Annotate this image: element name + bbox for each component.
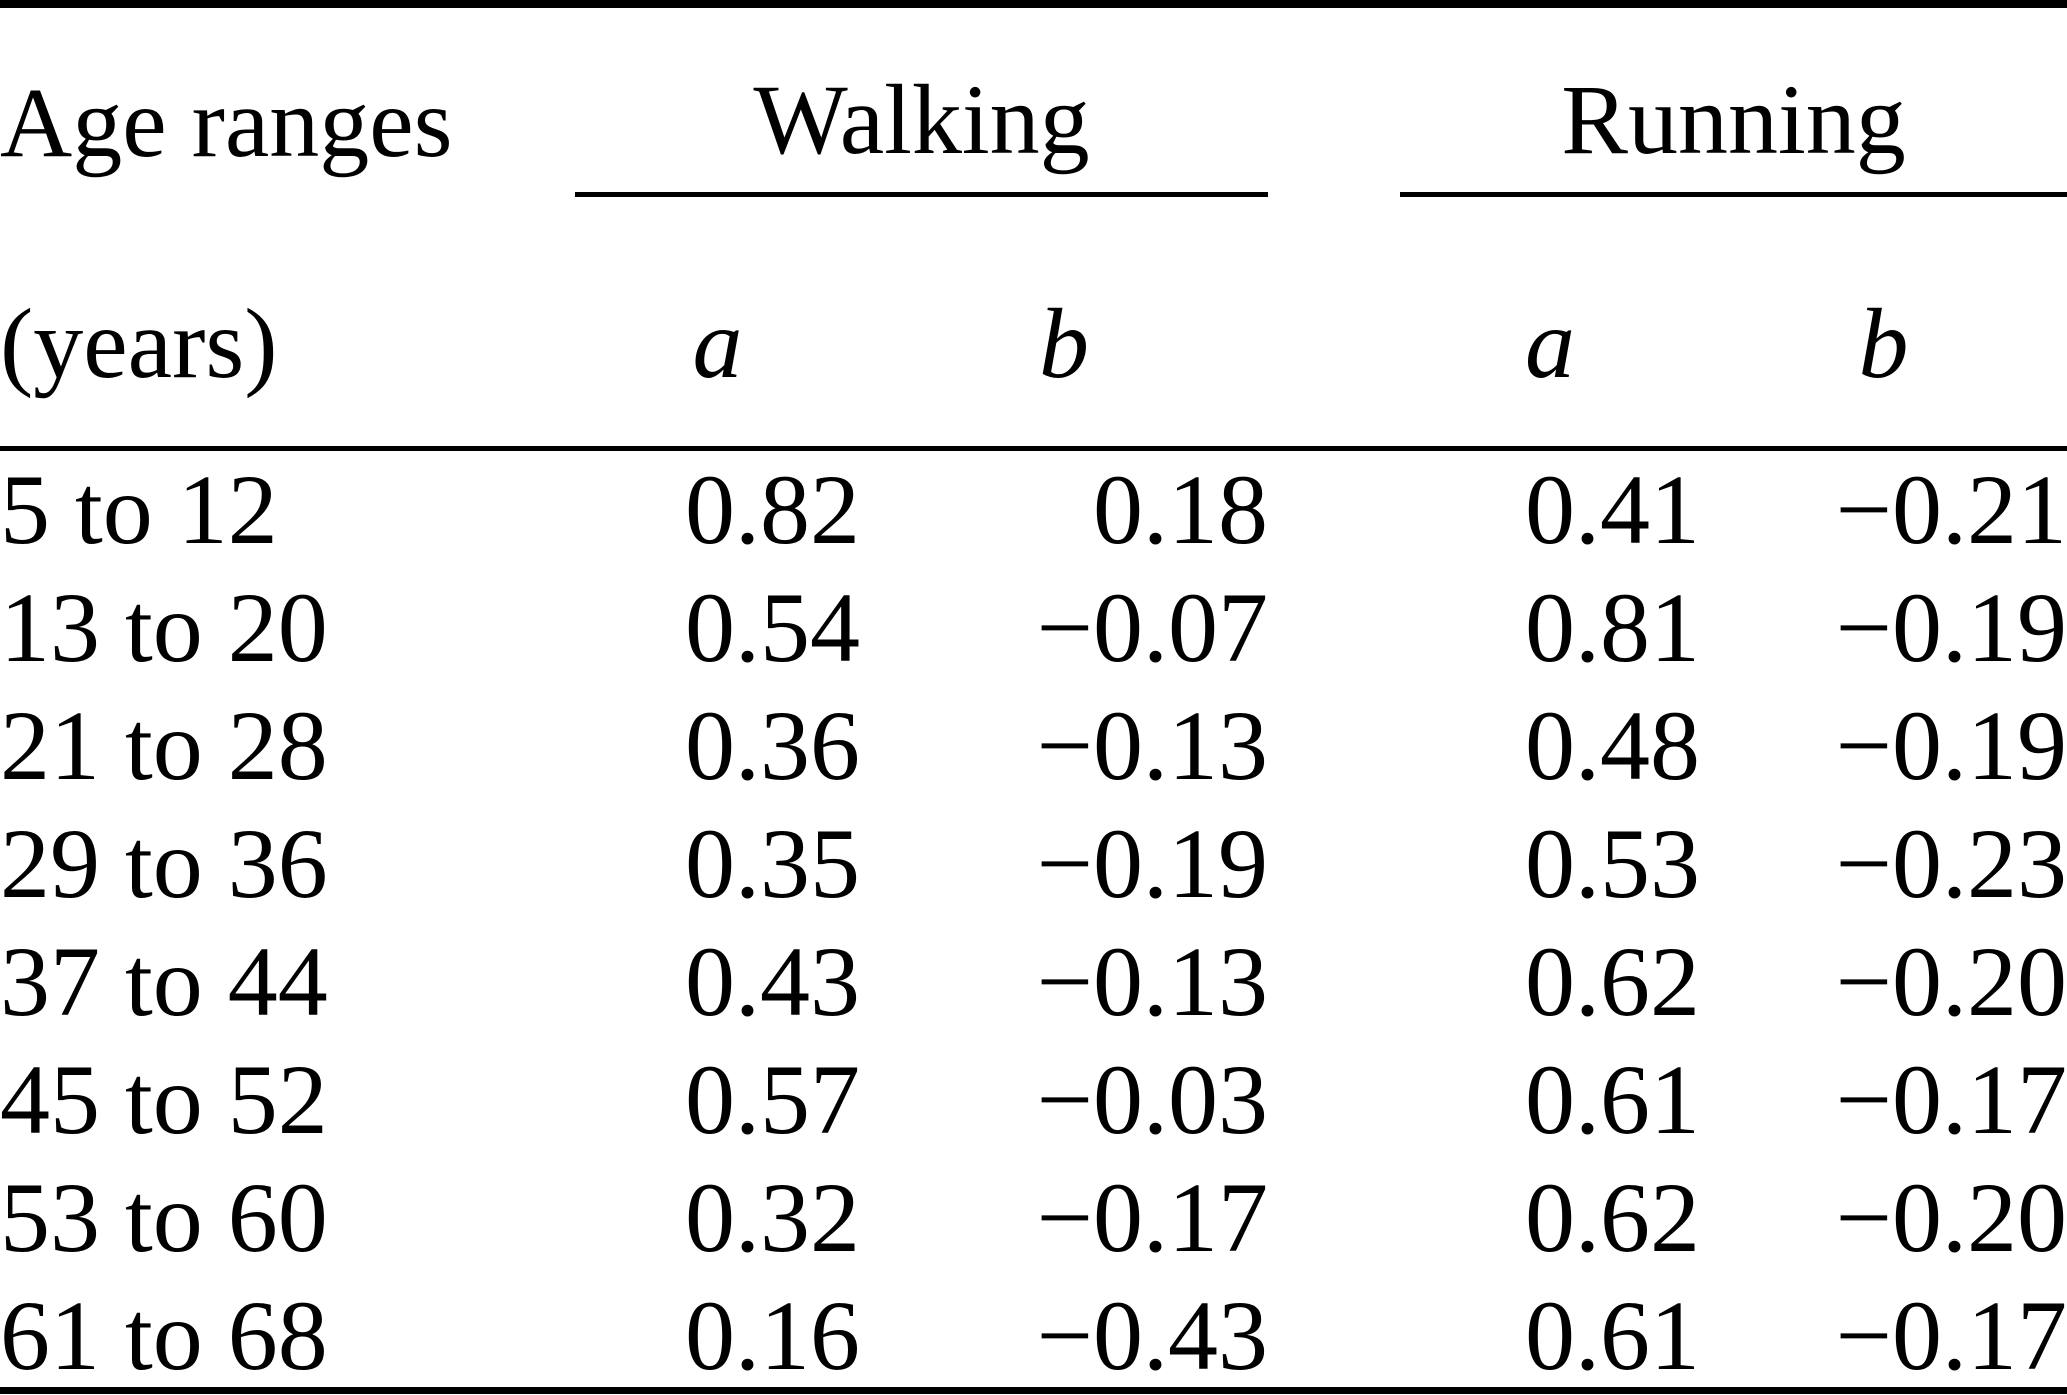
age-range-cell: 13 to 20 — [0, 569, 575, 687]
age-range-cell: 61 to 68 — [0, 1277, 575, 1395]
walking-a-cell: 0.36 — [575, 687, 860, 805]
age-range-cell: 29 to 36 — [0, 805, 575, 923]
running-a-cell: 0.53 — [1400, 805, 1700, 923]
column-header-walking-a: a — [575, 195, 860, 449]
walking-a-cell: 0.35 — [575, 805, 860, 923]
column-header-walking-b: b — [860, 195, 1268, 449]
group-gap — [1268, 923, 1400, 1041]
column-header-age-line2: (years) — [0, 195, 575, 449]
walking-a-cell: 0.43 — [575, 923, 860, 1041]
group-gap — [1268, 1041, 1400, 1159]
group-header-walking: Walking — [575, 8, 1268, 195]
group-gap — [1268, 569, 1400, 687]
walking-a-cell: 0.82 — [575, 449, 860, 570]
walking-a-cell: 0.54 — [575, 569, 860, 687]
running-a-cell: 0.61 — [1400, 1277, 1700, 1395]
running-b-cell: −0.23 — [1700, 805, 2067, 923]
walking-b-cell: −0.07 — [860, 569, 1268, 687]
running-a-cell: 0.62 — [1400, 923, 1700, 1041]
table-row: 21 to 28 0.36 −0.13 0.48 −0.19 — [0, 687, 2067, 805]
group-header-running: Running — [1400, 8, 2067, 195]
age-range-cell: 21 to 28 — [0, 687, 575, 805]
running-a-cell: 0.81 — [1400, 569, 1700, 687]
walking-a-cell: 0.57 — [575, 1041, 860, 1159]
group-gap — [1268, 805, 1400, 923]
column-header-running-a: a — [1400, 195, 1700, 449]
group-gap — [1268, 195, 1400, 449]
table-row: 5 to 12 0.82 0.18 0.41 −0.21 — [0, 449, 2067, 570]
age-range-cell: 53 to 60 — [0, 1159, 575, 1277]
coefficients-table: Age ranges Walking Running (years) a b a… — [0, 8, 2067, 1395]
running-b-cell: −0.19 — [1700, 687, 2067, 805]
walking-b-cell: −0.03 — [860, 1041, 1268, 1159]
walking-b-cell: −0.13 — [860, 923, 1268, 1041]
table-row: 53 to 60 0.32 −0.17 0.62 −0.20 — [0, 1159, 2067, 1277]
table-row: 13 to 20 0.54 −0.07 0.81 −0.19 — [0, 569, 2067, 687]
running-b-cell: −0.21 — [1700, 449, 2067, 570]
running-a-cell: 0.61 — [1400, 1041, 1700, 1159]
header-row-subcolumns: (years) a b a b — [0, 195, 2067, 449]
walking-b-cell: −0.19 — [860, 805, 1268, 923]
group-gap — [1268, 1277, 1400, 1395]
group-gap — [1268, 687, 1400, 805]
group-gap — [1268, 8, 1400, 195]
walking-a-cell: 0.32 — [575, 1159, 860, 1277]
walking-b-cell: −0.13 — [860, 687, 1268, 805]
running-a-cell: 0.48 — [1400, 687, 1700, 805]
header-row-groups: Age ranges Walking Running — [0, 8, 2067, 195]
age-range-cell: 45 to 52 — [0, 1041, 575, 1159]
table-row: 61 to 68 0.16 −0.43 0.61 −0.17 — [0, 1277, 2067, 1395]
running-b-cell: −0.17 — [1700, 1277, 2067, 1395]
group-gap — [1268, 1159, 1400, 1277]
column-header-running-b: b — [1700, 195, 2067, 449]
table-header: Age ranges Walking Running (years) a b a… — [0, 8, 2067, 449]
running-a-cell: 0.41 — [1400, 449, 1700, 570]
running-b-cell: −0.20 — [1700, 1159, 2067, 1277]
walking-b-cell: −0.17 — [860, 1159, 1268, 1277]
running-b-cell: −0.17 — [1700, 1041, 2067, 1159]
table-row: 45 to 52 0.57 −0.03 0.61 −0.17 — [0, 1041, 2067, 1159]
running-a-cell: 0.62 — [1400, 1159, 1700, 1277]
walking-b-cell: 0.18 — [860, 449, 1268, 570]
walking-b-cell: −0.43 — [860, 1277, 1268, 1395]
running-b-cell: −0.20 — [1700, 923, 2067, 1041]
walking-a-cell: 0.16 — [575, 1277, 860, 1395]
column-header-age-line1: Age ranges — [0, 8, 575, 195]
running-b-cell: −0.19 — [1700, 569, 2067, 687]
table-row: 37 to 44 0.43 −0.13 0.62 −0.20 — [0, 923, 2067, 1041]
group-gap — [1268, 449, 1400, 570]
age-range-cell: 5 to 12 — [0, 449, 575, 570]
table-body: 5 to 12 0.82 0.18 0.41 −0.21 13 to 20 0.… — [0, 449, 2067, 1395]
table-row: 29 to 36 0.35 −0.19 0.53 −0.23 — [0, 805, 2067, 923]
age-range-cell: 37 to 44 — [0, 923, 575, 1041]
